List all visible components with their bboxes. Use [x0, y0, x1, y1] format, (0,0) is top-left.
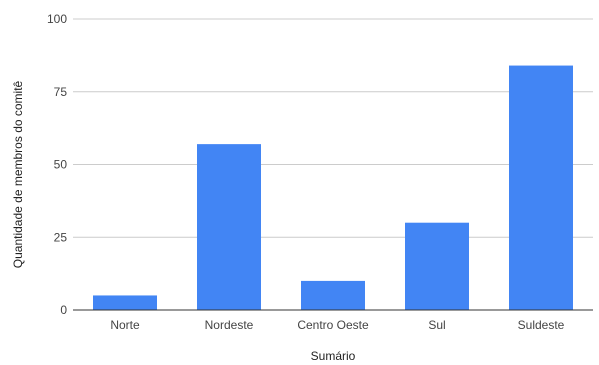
x-tick-label: Suldeste [518, 318, 565, 332]
y-axis-title: Quantidade de membros do comitê [11, 80, 25, 268]
y-tick-label: 100 [47, 12, 67, 26]
gridlines [73, 18, 593, 238]
x-tick-label: Norte [110, 318, 140, 332]
bar-sul [405, 222, 469, 310]
bar-centro-oeste [301, 280, 365, 310]
x-axis-ticks: Norte Nordeste Centro Oeste Sul Suldeste [110, 318, 564, 332]
y-tick-label: 25 [54, 230, 68, 244]
x-axis-title: Sumário [311, 349, 356, 363]
x-tick-label: Centro Oeste [297, 318, 369, 332]
bars [93, 65, 573, 310]
bar-nordeste [197, 144, 261, 310]
bar-suldeste [509, 65, 573, 310]
y-tick-label: 75 [54, 85, 68, 99]
x-tick-label: Nordeste [205, 318, 254, 332]
y-tick-label: 0 [60, 303, 67, 317]
bar-norte [93, 295, 157, 310]
y-tick-label: 50 [54, 158, 68, 172]
x-tick-label: Sul [428, 318, 445, 332]
y-axis-ticks: 0 25 50 75 100 [47, 12, 67, 317]
